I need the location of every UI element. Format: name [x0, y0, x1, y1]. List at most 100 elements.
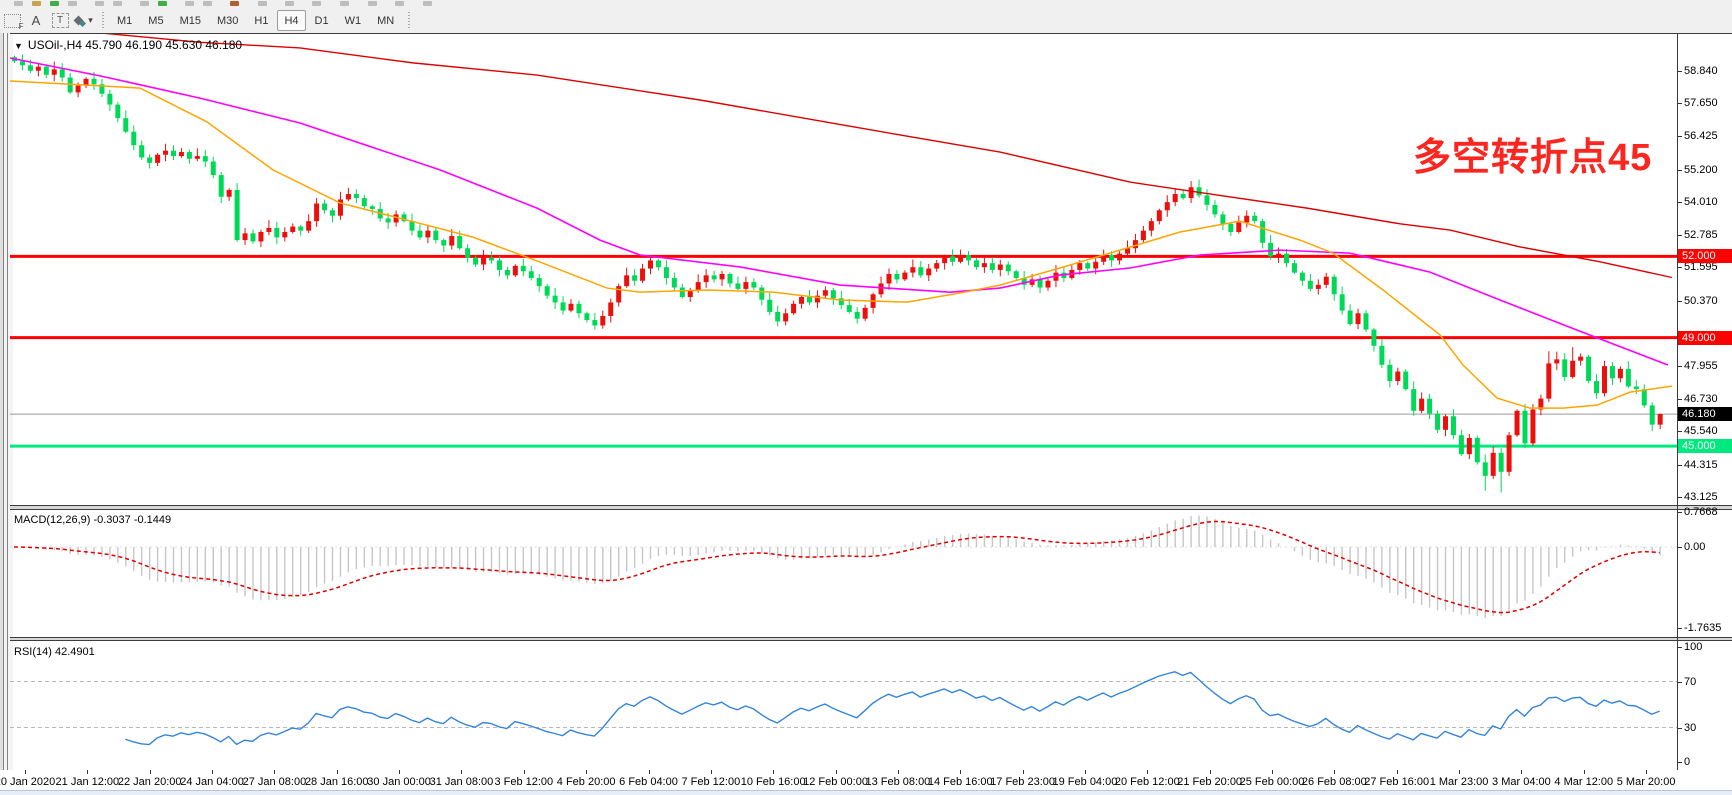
orange-ma	[10, 80, 1673, 409]
rsi-tick-label: 70	[1684, 675, 1697, 688]
time-label: 14 Feb 16:00	[927, 776, 993, 788]
timeframe-button-h4[interactable]: H4	[277, 10, 306, 31]
time-tick-mark	[149, 770, 151, 774]
timeframe-button-w1[interactable]: W1	[344, 14, 362, 27]
timeframe-button-m30[interactable]: M30	[216, 14, 239, 27]
price-level-label-52-000: 52.000	[1678, 249, 1732, 264]
time-label: 20 Feb 12:00	[1114, 776, 1180, 788]
crosshair-grid-tool-button[interactable]: F	[1, 11, 24, 31]
price-tick-label: 55.200	[1684, 163, 1718, 176]
price-chart-canvas[interactable]	[10, 34, 1677, 505]
toolbar: F A T ▾ M1 M5 M15 M30 H1 H4 D1 W1 MN	[0, 8, 1732, 34]
panel-border	[10, 640, 1732, 641]
time-tick-mark	[1022, 770, 1024, 774]
price-tick-label: 56.425	[1684, 130, 1718, 143]
price-tick-mark	[1677, 71, 1682, 72]
price-tick-label: 51.595	[1684, 261, 1718, 274]
time-tick-mark	[25, 770, 26, 774]
time-tick-mark	[1334, 770, 1336, 774]
timeframe-button-h1[interactable]: H1	[254, 14, 269, 27]
text-label-tool-button[interactable]: T	[49, 11, 71, 31]
grid-icon: F	[3, 13, 24, 31]
time-label: 31 Jan 08:00	[429, 776, 494, 788]
price-tick-mark	[1677, 496, 1682, 498]
price-tick-label: 54.010	[1684, 195, 1718, 208]
time-tick-mark	[710, 770, 712, 774]
price-tick-mark	[1677, 103, 1682, 105]
time-tick-mark	[586, 770, 588, 774]
time-tick-mark	[1583, 770, 1585, 774]
timeframe-button-m15[interactable]: M15	[179, 14, 201, 27]
time-tick-mark	[835, 770, 837, 774]
price-tick-label: 47.955	[1684, 359, 1718, 372]
macd-indicator-label: MACD(12,26,9) -0.3037 -0.1449	[14, 514, 172, 526]
panel-border	[10, 505, 1732, 506]
panel-border	[10, 637, 1732, 638]
time-tick-mark	[274, 770, 276, 774]
timeframe-button-d1[interactable]: D1	[314, 14, 329, 27]
toolbar-icon-fragment	[32, 1, 41, 6]
price-tick-label: 46.730	[1684, 393, 1718, 406]
macd-tick-label: 0.00	[1684, 541, 1706, 553]
price-tick-mark	[1677, 267, 1682, 269]
macd-canvas[interactable]	[10, 508, 1677, 637]
macd-tick-label: -1.7635	[1684, 622, 1722, 634]
annotation-text[interactable]: 多空转折点45	[1413, 137, 1653, 179]
time-label: 27 Feb 16:00	[1364, 776, 1430, 788]
panel-border	[10, 509, 1732, 510]
time-label: 27 Jan 08:00	[242, 776, 307, 788]
price-tick-mark	[1677, 399, 1682, 401]
time-tick-mark	[1459, 770, 1461, 774]
panel-separator[interactable]	[10, 506, 1732, 509]
timeframe-button-m1[interactable]: M1	[117, 14, 133, 27]
time-label: 10 Feb 16:00	[740, 776, 806, 788]
chart-title-text: USOil-,H4 45.790 46.190 45.630 46.180	[27, 38, 243, 52]
window-bottom-strip	[0, 790, 1732, 795]
time-label: 20 Jan 2020	[0, 776, 56, 788]
time-label: 6 Feb 04:00	[619, 776, 678, 788]
price-level-label-49-000: 49.000	[1678, 330, 1732, 345]
font-icon: A	[31, 13, 41, 28]
price-level-label-45-000: 45.000	[1678, 439, 1732, 454]
time-tick-mark	[461, 770, 463, 774]
rsi-tick-label: 100	[1684, 641, 1703, 653]
time-tick-mark	[1209, 770, 1211, 774]
font-tool-button[interactable]: A	[25, 11, 47, 31]
time-tick-mark	[960, 770, 962, 774]
chart-left-rail	[0, 33, 13, 770]
toolbar-icon-fragment	[95, 1, 104, 6]
rsi-tick-mark	[1677, 762, 1682, 763]
toolbar-icon-fragment	[158, 1, 167, 6]
time-label: 19 Feb 04:00	[1052, 776, 1118, 788]
price-tick-mark	[1677, 464, 1682, 466]
price-axis-border	[1677, 33, 1678, 770]
panel-separator[interactable]	[10, 638, 1732, 641]
timeframe-button-m5[interactable]: M5	[148, 14, 164, 27]
time-label: 1 Mar 23:00	[1429, 776, 1489, 788]
toolbar-icon-fragment	[140, 1, 149, 6]
chart-title: ▼ USOil-,H4 45.790 46.190 45.630 46.180	[14, 38, 242, 52]
rsi-indicator-label: RSI(14) 42.4901	[14, 646, 95, 658]
time-axis[interactable]: 20 Jan 2020 21 Jan 12:00 22 Jan 20:00 24 Ja…	[0, 770, 1732, 792]
toolbar-icon-fragment	[423, 1, 432, 6]
timeframe-button-mn[interactable]: MN	[377, 14, 395, 27]
time-tick-mark	[1272, 770, 1273, 774]
time-tick-mark	[897, 770, 899, 774]
time-tick-mark	[1396, 770, 1398, 774]
time-label: 4 Feb 20:00	[556, 776, 616, 788]
price-tick-mark	[1677, 169, 1682, 171]
toolbar-separator	[99, 11, 106, 30]
toolbar-icon-fragment	[340, 1, 349, 6]
rsi-canvas[interactable]	[10, 641, 1677, 769]
time-label: 7 Feb 12:00	[681, 776, 741, 788]
chart-dropdown-icon[interactable]: ▼	[14, 41, 23, 51]
shapes-tool-button[interactable]: ▾	[73, 11, 95, 31]
price-level-label-46-180: 46.180	[1678, 407, 1732, 422]
time-tick-mark	[773, 770, 775, 774]
time-label: 26 Feb 08:00	[1301, 776, 1367, 788]
macd-tick-mark	[1677, 512, 1682, 513]
time-tick-mark	[1646, 770, 1648, 774]
rsi-tick-label: 30	[1684, 721, 1697, 734]
time-tick-mark	[336, 770, 338, 774]
